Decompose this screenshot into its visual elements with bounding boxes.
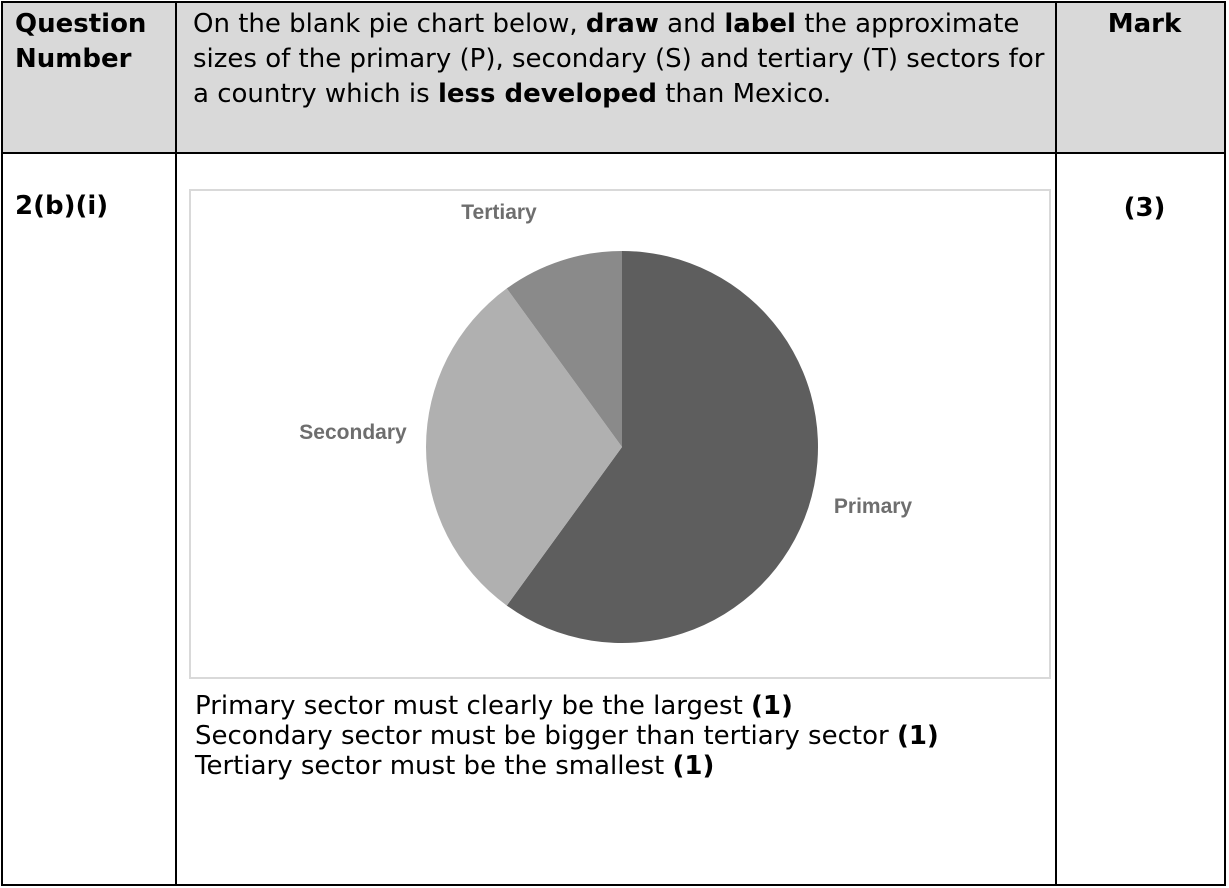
mark-header: Mark (1107, 9, 1182, 39)
criterion-text: Secondary sector must be bigger than ter… (195, 721, 897, 751)
mark-value: (3) (1123, 193, 1166, 223)
pie-chart: Primary Secondary Tertiary (299, 201, 913, 643)
marking-criteria: Primary sector must clearly be the large… (195, 691, 1055, 781)
criterion-3: Tertiary sector must be the smallest (1) (195, 751, 1055, 781)
instruction-text: than Mexico. (656, 79, 832, 109)
criterion-1: Primary sector must clearly be the large… (195, 691, 1055, 721)
criterion-mark: (1) (896, 721, 939, 751)
criterion-2: Secondary sector must be bigger than ter… (195, 721, 1055, 751)
question-instruction: On the blank pie chart below, draw and l… (193, 7, 1053, 112)
table-header-row (3, 3, 1224, 154)
instruction-text: the approximate sizes of the primary (P)… (193, 9, 1045, 109)
header-line: Question (15, 9, 147, 39)
pie-chart-box: Primary Secondary Tertiary (189, 189, 1051, 679)
pie-label-tertiary: Tertiary (461, 201, 537, 224)
instruction-text: and (658, 9, 725, 39)
pie-label-secondary: Secondary (299, 421, 407, 444)
pie-slice-secondary (426, 288, 622, 606)
pie-slice-primary (506, 251, 818, 643)
pie-slice-tertiary (506, 251, 622, 447)
criterion-mark: (1) (751, 691, 793, 721)
column-divider (175, 3, 177, 884)
criterion-text: Tertiary sector must be the smallest (195, 751, 673, 781)
instruction-emphasis: less developed (437, 79, 657, 109)
criterion-text: Primary sector must clearly be the large… (195, 691, 752, 721)
question-number: 2(b)(i) (15, 191, 109, 221)
column-divider (1055, 3, 1057, 884)
instruction-text: On the blank pie chart below, (193, 9, 586, 39)
instruction-emphasis: draw (585, 9, 659, 39)
header-line: Number (15, 44, 132, 74)
instruction-emphasis: label (724, 9, 796, 39)
pie-label-primary: Primary (834, 495, 913, 518)
question-number-header: Question Number (15, 7, 175, 77)
criterion-mark: (1) (672, 751, 715, 781)
